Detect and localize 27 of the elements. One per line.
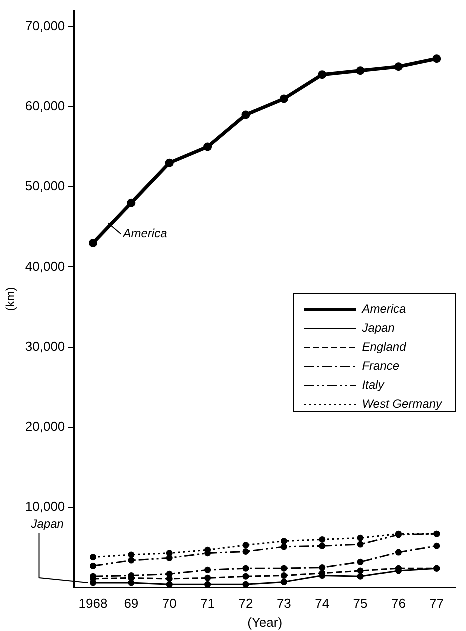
x-tick-label: 74 [315, 596, 330, 612]
x-tick-label: 76 [391, 596, 406, 612]
y-tick-label: 10,000 [25, 499, 66, 514]
y-axis-title: (km) [4, 287, 18, 312]
x-tick-label: 73 [276, 596, 292, 612]
y-tick-label: 20,000 [25, 419, 66, 434]
y-tick-label: 40,000 [25, 258, 66, 274]
y-tick-label: 70,000 [25, 18, 66, 34]
x-tick-label: 70 [162, 596, 177, 612]
x-tick-label: 69 [124, 596, 139, 612]
legend-label: America [361, 302, 407, 316]
y-tick-label: 60,000 [25, 98, 66, 114]
annotation: Japan [30, 516, 64, 531]
x-tick-label: 71 [200, 596, 216, 612]
y-tick-label: 30,000 [25, 338, 66, 354]
legend-label: England [362, 340, 407, 354]
legend-label: France [362, 359, 400, 374]
x-tick-label: 75 [353, 596, 368, 612]
legend-label: Italy [362, 378, 386, 392]
x-tick-label: 1968 [78, 596, 108, 612]
x-tick-label: 77 [430, 596, 444, 612]
x-tick-label: 72 [238, 596, 254, 612]
annotation: America [122, 226, 168, 241]
y-tick-label: 50,000 [25, 178, 66, 194]
legend-label: West Germany [362, 397, 443, 412]
x-axis-title: (Year) [248, 614, 283, 630]
legend-label: Japan [361, 321, 396, 336]
